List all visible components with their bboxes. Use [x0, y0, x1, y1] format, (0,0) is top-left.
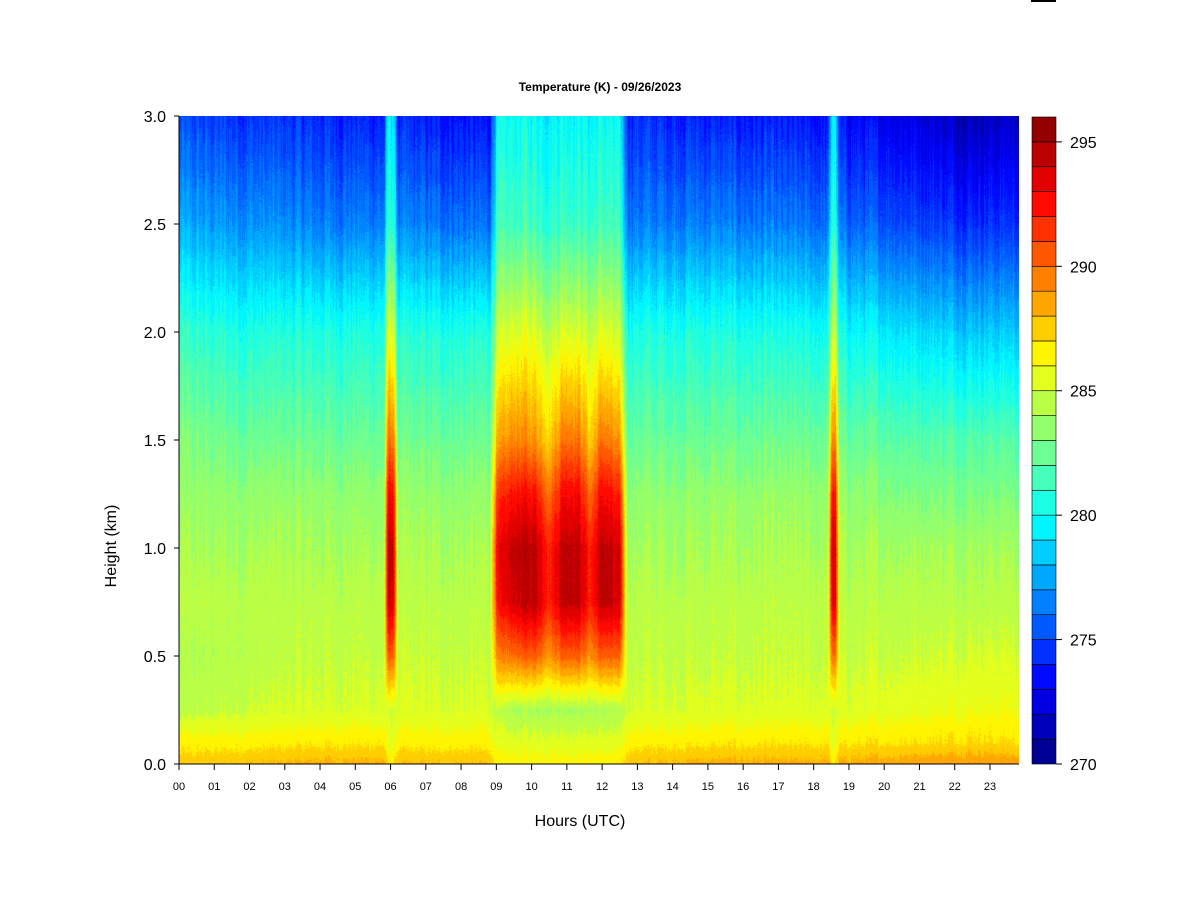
y-axis-label: Height (km)	[103, 504, 120, 588]
colorbar-bin	[1031, 415, 1057, 441]
x-tick-label: 02	[243, 781, 255, 793]
x-tick-label: 04	[314, 781, 326, 793]
colorbar-bin	[1031, 738, 1057, 765]
x-tick-label: 11	[561, 781, 572, 793]
heatmap-plot-area	[179, 116, 1019, 764]
colorbar-bin	[1031, 539, 1057, 566]
colorbar-bin	[1031, 266, 1057, 292]
colorbar-tick-label: 270	[1070, 757, 1097, 774]
colorbar-bin	[1031, 290, 1057, 317]
x-tick-label: 08	[455, 781, 467, 793]
x-tick-label: 07	[420, 781, 432, 793]
top-edge-mark	[1031, 0, 1056, 2]
x-tick-label: 06	[384, 781, 396, 793]
y-tick-label: 2.0	[144, 325, 166, 342]
colorbar-bin	[1031, 664, 1057, 690]
colorbar-bin	[1031, 166, 1057, 192]
colorbar-bin	[1031, 440, 1057, 466]
colorbar-tick-label: 275	[1070, 633, 1097, 650]
y-tick-label: 2.5	[144, 217, 166, 234]
colorbar-bin	[1031, 489, 1057, 516]
x-tick-label: 19	[843, 781, 855, 793]
y-tick-label: 1.0	[144, 541, 166, 558]
colorbar-bin	[1031, 340, 1057, 367]
x-tick-label: 21	[913, 781, 925, 793]
x-tick-label: 22	[949, 781, 961, 793]
colorbar-bin	[1031, 315, 1057, 342]
colorbar-tick-label: 290	[1070, 259, 1097, 276]
colorbar-tick-label: 295	[1070, 135, 1097, 152]
x-tick-label: 03	[279, 781, 291, 793]
x-tick-label: 23	[984, 781, 996, 793]
colorbar-bin	[1031, 689, 1057, 715]
colorbar-bin	[1031, 614, 1057, 640]
x-tick-label: 13	[631, 781, 643, 793]
colorbar-bin	[1031, 216, 1057, 242]
y-tick-label: 1.5	[144, 433, 166, 450]
colorbar-bin	[1031, 116, 1057, 143]
x-tick-label: 20	[878, 781, 890, 793]
colorbar-bin	[1031, 465, 1057, 491]
y-tick-label: 0.0	[144, 757, 166, 774]
y-tick-label: 3.0	[144, 109, 166, 126]
colorbar-bin	[1031, 365, 1057, 392]
x-tick-label: 09	[490, 781, 502, 793]
colorbar-tick-label: 285	[1070, 384, 1097, 401]
x-tick-label: 00	[173, 781, 185, 793]
colorbar-bin	[1031, 141, 1057, 168]
x-tick-label: 14	[667, 781, 679, 793]
colorbar-bin	[1031, 713, 1057, 740]
colorbar-bin	[1031, 589, 1057, 615]
colorbar-bin	[1031, 241, 1057, 267]
x-tick-label: 12	[596, 781, 608, 793]
colorbar-bin	[1031, 639, 1057, 665]
x-tick-label: 01	[208, 781, 220, 793]
colorbar-bin	[1031, 514, 1057, 541]
colorbar-tick-label: 280	[1070, 508, 1097, 525]
x-tick-label: 10	[525, 781, 537, 793]
colorbar-bin	[1031, 390, 1057, 416]
chart-title: Temperature (K) - 09/26/2023	[518, 80, 682, 94]
x-tick-label: 05	[349, 781, 361, 793]
x-tick-label: 16	[737, 781, 749, 793]
x-tick-label: 18	[808, 781, 820, 793]
y-tick-label: 0.5	[144, 649, 166, 666]
colorbar-bin	[1031, 564, 1057, 591]
x-tick-label: 15	[702, 781, 714, 793]
x-axis-label: Hours (UTC)	[534, 813, 626, 830]
colorbar-bin	[1031, 191, 1057, 217]
x-tick-label: 17	[772, 781, 784, 793]
